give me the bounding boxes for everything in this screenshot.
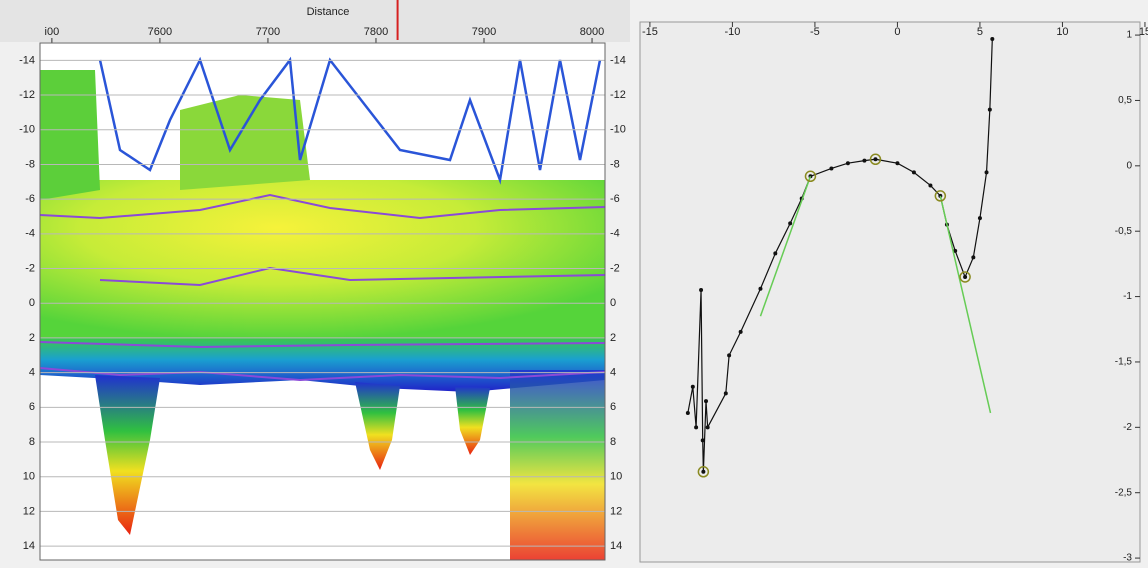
y-tick-label-right: 12 (610, 505, 622, 517)
y-tick-label: -0,5 (1115, 226, 1133, 237)
x-tick-label: 7600 (148, 26, 172, 38)
data-point (758, 287, 762, 291)
data-point (739, 330, 743, 334)
data-point (706, 425, 710, 429)
data-point (928, 183, 932, 187)
y-tick-label-right: -8 (610, 158, 620, 170)
data-point (978, 216, 982, 220)
y-tick-label: -2 (1123, 422, 1132, 433)
data-point (691, 385, 695, 389)
y-tick-label: -1,5 (1115, 357, 1133, 368)
y-tick-label: 2 (29, 332, 35, 344)
y-tick-label: -6 (25, 193, 35, 205)
data-point (773, 251, 777, 255)
x-tick-label: 7800 (364, 26, 388, 38)
x-tick-label: 7700 (256, 26, 280, 38)
graph-plot (640, 22, 1140, 562)
data-point (988, 108, 992, 112)
data-point (686, 411, 690, 415)
y-tick-label-right: -14 (610, 54, 626, 66)
y-tick-label-right: 8 (610, 436, 616, 448)
y-tick-label: 6 (29, 401, 35, 413)
data-point (829, 166, 833, 170)
y-tick-label-right: 6 (610, 401, 616, 413)
y-tick-label: -10 (19, 124, 35, 136)
y-tick-label: 0 (29, 297, 35, 309)
data-point (971, 255, 975, 259)
y-tick-label: 14 (23, 540, 35, 552)
x-axis-title: Distance (307, 6, 350, 18)
y-tick-label: -14 (19, 54, 35, 66)
y-tick-label-right: 14 (610, 540, 622, 552)
data-point (788, 221, 792, 225)
data-point (895, 161, 899, 165)
data-point (990, 37, 994, 41)
data-point (699, 288, 703, 292)
x-tick-label: 10 (1056, 26, 1068, 38)
y-tick-label: -8 (25, 158, 35, 170)
data-point (701, 470, 705, 474)
y-tick-label: -3 (1123, 553, 1132, 564)
x-tick-label: 15 (1139, 26, 1148, 38)
y-tick-label-right: -6 (610, 193, 620, 205)
x-tick-label: 8000 (580, 26, 604, 38)
y-tick-label: 12 (23, 505, 35, 517)
data-point (846, 161, 850, 165)
y-tick-label: 0 (1126, 160, 1132, 171)
screen: Distance -14-14-12-12-10-10-8-8-6-6-4-4-… (0, 0, 1148, 568)
y-tick-label-right: 10 (610, 471, 622, 483)
y-tick-label: 4 (29, 367, 35, 379)
data-point (873, 157, 877, 161)
x-tick-label: 0 (894, 26, 900, 38)
y-tick-label: 1 (1126, 30, 1132, 41)
y-tick-label: -4 (25, 228, 35, 240)
data-point (727, 353, 731, 357)
x-tick-label: 7900 (472, 26, 496, 38)
data-point (963, 275, 967, 279)
y-tick-label-right: 2 (610, 332, 616, 344)
data-point (704, 399, 708, 403)
x-tick-label: -15 (642, 26, 658, 38)
data-point (724, 391, 728, 395)
y-tick-label: -1 (1123, 291, 1132, 302)
y-tick-label-right: -4 (610, 228, 620, 240)
data-point (912, 170, 916, 174)
y-tick-label: -12 (19, 89, 35, 101)
y-tick-label-right: 4 (610, 367, 616, 379)
y-tick-label-right: -12 (610, 89, 626, 101)
y-tick-label: -2 (25, 262, 35, 274)
data-point (701, 438, 705, 442)
data-point (985, 170, 989, 174)
x-tick-label: -10 (724, 26, 740, 38)
x-tick-label: -5 (810, 26, 820, 38)
y-tick-label: -2,5 (1115, 487, 1133, 498)
y-tick-label-right: -2 (610, 262, 620, 274)
data-point (694, 425, 698, 429)
x-tick-label: i00 (45, 26, 60, 38)
y-tick-label-right: 0 (610, 297, 616, 309)
data-point (862, 159, 866, 163)
y-tick-label: 10 (23, 471, 35, 483)
y-tick-label: 0,5 (1118, 95, 1132, 106)
x-tick-label: 5 (977, 26, 983, 38)
y-tick-label: 8 (29, 436, 35, 448)
y-tick-label-right: -10 (610, 124, 626, 136)
